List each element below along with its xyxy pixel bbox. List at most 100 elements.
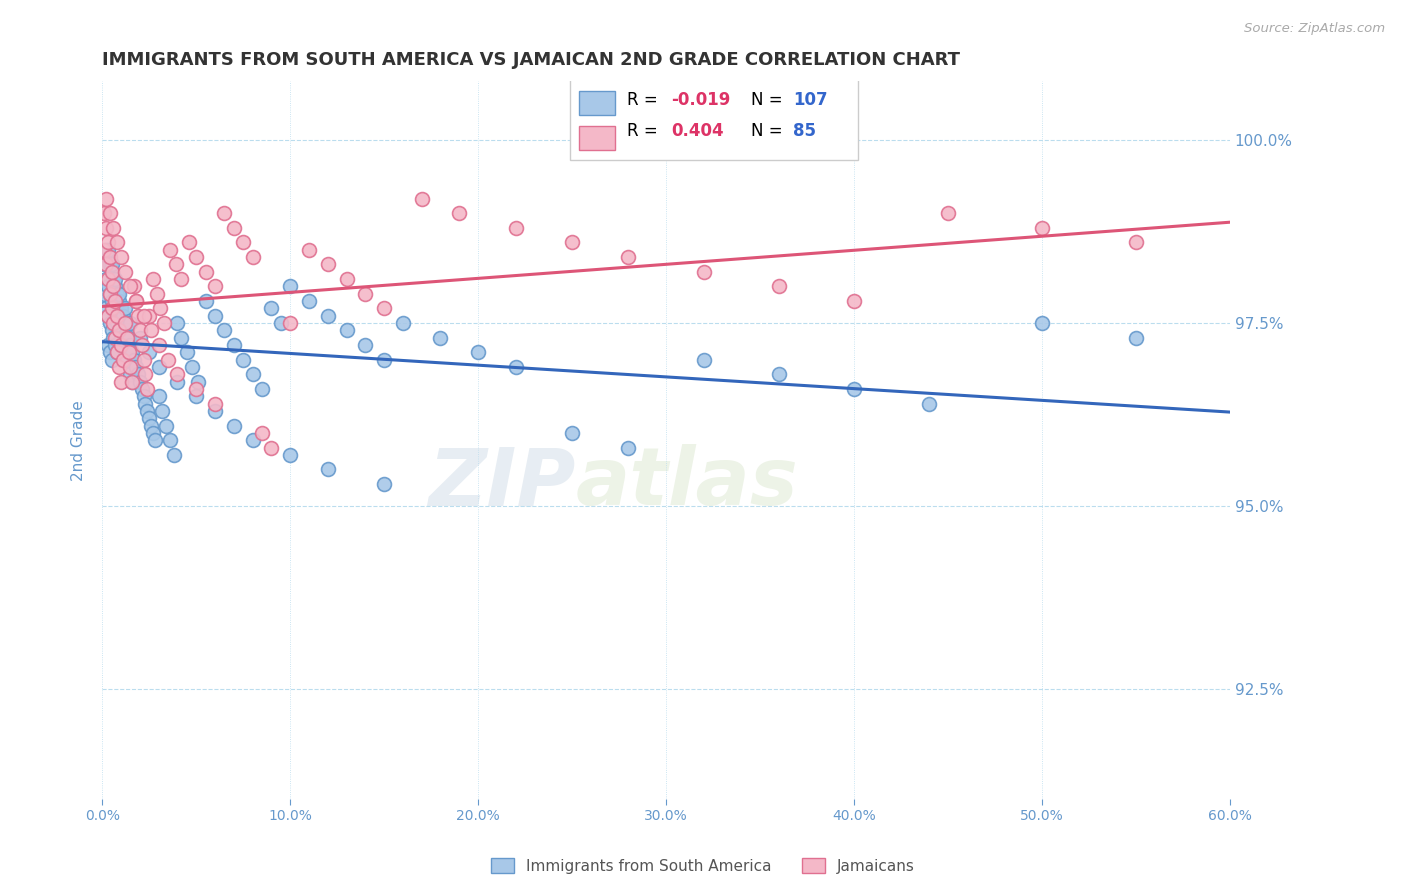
Point — [148, 338, 170, 352]
Point — [104, 294, 127, 309]
Point — [98, 345, 121, 359]
Point — [97, 272, 120, 286]
Legend: Immigrants from South America, Jamaicans: Immigrants from South America, Jamaicans — [485, 852, 921, 880]
Point — [100, 301, 122, 316]
Point — [222, 418, 245, 433]
Point — [145, 286, 167, 301]
Point — [692, 352, 714, 367]
Point — [100, 352, 122, 367]
Point — [139, 418, 162, 433]
Point — [132, 389, 155, 403]
Point — [122, 352, 145, 367]
Text: -0.019: -0.019 — [672, 91, 731, 109]
Point — [111, 352, 134, 367]
Point — [298, 294, 321, 309]
Point — [100, 265, 122, 279]
Point — [155, 418, 177, 433]
Point — [335, 323, 357, 337]
Point — [97, 235, 120, 250]
Point — [392, 316, 415, 330]
Point — [115, 331, 138, 345]
Point — [936, 206, 959, 220]
Point — [1125, 331, 1147, 345]
Point — [105, 345, 128, 359]
Point — [104, 338, 127, 352]
Point — [105, 309, 128, 323]
Text: 0.404: 0.404 — [672, 122, 724, 140]
FancyBboxPatch shape — [579, 126, 616, 150]
Point — [114, 345, 136, 359]
Point — [104, 279, 127, 293]
Point — [97, 338, 120, 352]
Point — [166, 368, 188, 382]
Point — [97, 309, 120, 323]
Point — [97, 250, 120, 264]
Point — [110, 250, 132, 264]
Point — [98, 286, 121, 301]
Point — [260, 441, 283, 455]
Point — [842, 294, 865, 309]
Point — [204, 309, 226, 323]
Point — [98, 206, 121, 220]
Text: Source: ZipAtlas.com: Source: ZipAtlas.com — [1244, 22, 1385, 36]
Text: 85: 85 — [793, 122, 817, 140]
Point — [93, 257, 115, 271]
Point — [128, 375, 150, 389]
Point — [105, 286, 128, 301]
Point — [138, 345, 160, 359]
Point — [117, 345, 139, 359]
Point — [204, 396, 226, 410]
Point — [411, 192, 433, 206]
Point — [467, 345, 489, 359]
Point — [177, 235, 200, 250]
Point — [114, 265, 136, 279]
Point — [131, 338, 153, 352]
Point — [125, 294, 148, 309]
Point — [103, 316, 125, 330]
Point — [1031, 316, 1053, 330]
Point — [242, 434, 264, 448]
Point — [918, 396, 941, 410]
Point — [121, 375, 143, 389]
Point — [156, 352, 179, 367]
Point — [166, 316, 188, 330]
Point — [505, 220, 527, 235]
Point — [768, 368, 790, 382]
Point — [159, 434, 181, 448]
Point — [204, 404, 226, 418]
Point — [97, 279, 120, 293]
Point — [170, 272, 193, 286]
Point — [93, 243, 115, 257]
Point — [103, 220, 125, 235]
Point — [335, 272, 357, 286]
Point — [165, 257, 187, 271]
Point — [121, 375, 143, 389]
Point — [115, 323, 138, 337]
Point — [111, 338, 134, 352]
Point — [120, 279, 142, 293]
Point — [278, 448, 301, 462]
Point — [131, 382, 153, 396]
Point — [143, 434, 166, 448]
Point — [138, 411, 160, 425]
Point — [93, 286, 115, 301]
Point — [114, 316, 136, 330]
Point — [176, 345, 198, 359]
Point — [100, 257, 122, 271]
Point — [122, 279, 145, 293]
Point — [149, 301, 172, 316]
Point — [98, 316, 121, 330]
Point — [1031, 220, 1053, 235]
Point — [117, 331, 139, 345]
Point — [110, 338, 132, 352]
Text: N =: N = — [751, 122, 787, 140]
Point — [132, 352, 155, 367]
Point — [316, 257, 339, 271]
Y-axis label: 2nd Grade: 2nd Grade — [72, 400, 86, 481]
Point — [250, 382, 273, 396]
Point — [114, 301, 136, 316]
Point — [692, 265, 714, 279]
Point — [105, 345, 128, 359]
Point — [128, 323, 150, 337]
Point — [111, 309, 134, 323]
